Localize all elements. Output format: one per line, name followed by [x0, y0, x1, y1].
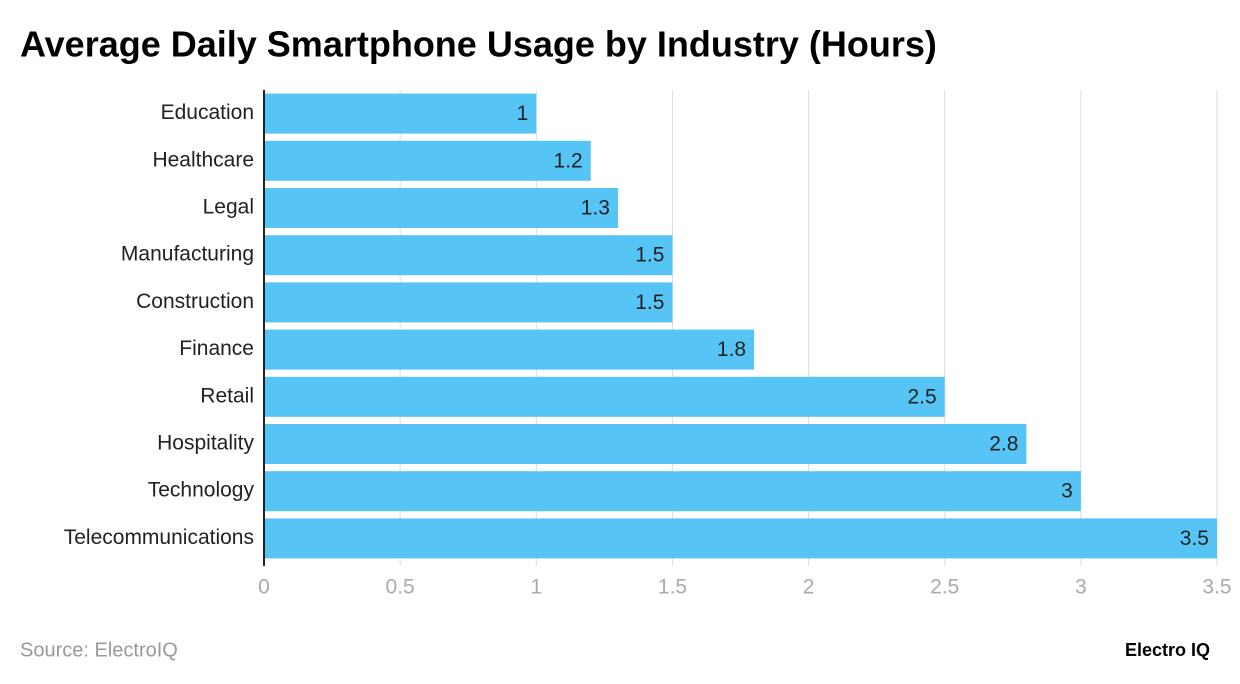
value-label: 2.5	[908, 385, 937, 408]
x-tick-label: 3	[1075, 576, 1087, 599]
value-label: 1.5	[635, 291, 664, 314]
bar	[264, 93, 537, 134]
bar	[264, 329, 755, 370]
value-label: 1.5	[635, 244, 664, 267]
bar	[264, 282, 673, 323]
chart-title: Average Daily Smartphone Usage by Indust…	[20, 24, 937, 65]
bar	[264, 376, 945, 417]
brand: Electro IQ	[1125, 640, 1210, 660]
source: Source: ElectroIQ	[20, 639, 178, 661]
value-label: 1	[517, 102, 529, 125]
y-tick-label: Telecommunications	[64, 526, 254, 549]
value-label: 1.3	[581, 197, 610, 220]
y-tick-label: Education	[161, 101, 254, 124]
x-tick-label: 2	[803, 576, 815, 599]
y-tick-label: Technology	[148, 479, 255, 502]
y-tick-label: Healthcare	[152, 148, 254, 171]
y-tick-label: Hospitality	[157, 432, 254, 455]
y-tick-label: Retail	[200, 384, 254, 407]
x-tick-label: 0	[258, 576, 270, 599]
value-label: 3.5	[1180, 527, 1209, 550]
x-tick-label: 2.5	[930, 576, 959, 599]
x-tick-label: 1.5	[658, 576, 687, 599]
bar	[264, 471, 1081, 512]
x-tick-label: 0.5	[386, 576, 415, 599]
bar	[264, 518, 1217, 559]
bar	[264, 140, 591, 181]
y-tick-label: Finance	[179, 337, 254, 360]
value-label: 3	[1061, 480, 1073, 503]
bar	[264, 188, 618, 228]
x-tick-label: 3.5	[1202, 576, 1231, 599]
bar	[264, 235, 673, 276]
value-label: 1.2	[554, 149, 583, 172]
y-tick-label: Legal	[203, 196, 254, 219]
bar	[264, 424, 1027, 464]
value-label: 2.8	[989, 433, 1018, 456]
y-tick-label: Construction	[136, 290, 254, 313]
value-label: 1.8	[717, 338, 746, 361]
y-tick-label: Manufacturing	[121, 243, 254, 266]
x-tick-label: 1	[530, 576, 542, 599]
